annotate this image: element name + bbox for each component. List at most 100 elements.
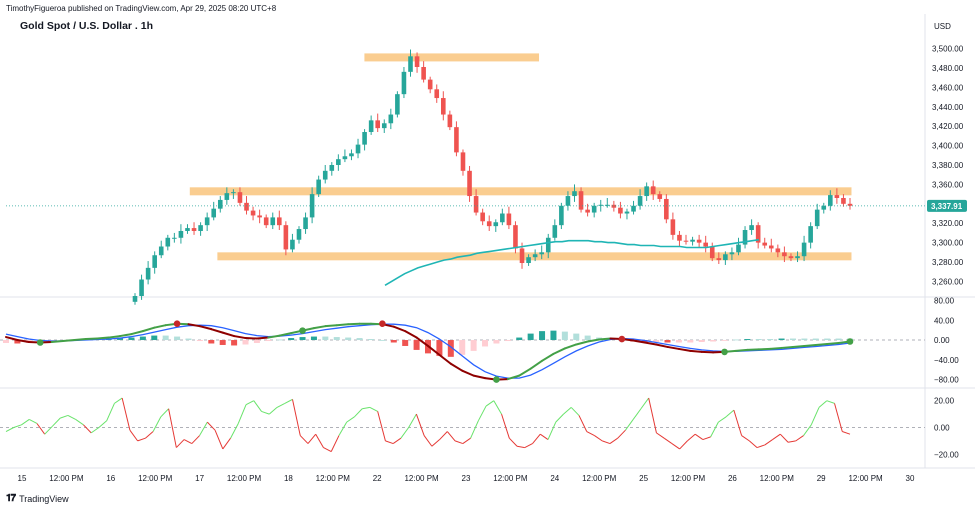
candle-body[interactable] bbox=[723, 254, 728, 261]
candle-body[interactable] bbox=[296, 229, 302, 240]
candle-body[interactable] bbox=[395, 94, 400, 115]
candle-body[interactable] bbox=[847, 203, 853, 206]
candle-body[interactable] bbox=[401, 71, 407, 95]
candle-body[interactable] bbox=[211, 208, 217, 218]
candle-body[interactable] bbox=[145, 267, 151, 280]
candle-body[interactable] bbox=[322, 170, 328, 180]
candle-body[interactable] bbox=[191, 228, 197, 231]
candle-body[interactable] bbox=[604, 204, 610, 206]
candle-body[interactable] bbox=[152, 255, 157, 268]
candle-body[interactable] bbox=[421, 66, 426, 80]
candle-body[interactable] bbox=[624, 211, 630, 214]
candle-body[interactable] bbox=[834, 195, 840, 198]
candle-body[interactable] bbox=[231, 192, 236, 194]
candle-body[interactable] bbox=[460, 152, 466, 171]
candle-body[interactable] bbox=[736, 244, 741, 253]
candle-body[interactable] bbox=[709, 246, 715, 259]
candle-body[interactable] bbox=[768, 245, 774, 249]
candle-body[interactable] bbox=[224, 193, 230, 200]
candle-body[interactable] bbox=[467, 170, 472, 197]
candle-body[interactable] bbox=[434, 89, 440, 99]
candle-body[interactable] bbox=[250, 210, 256, 216]
candle-body[interactable] bbox=[204, 217, 210, 226]
candle-body[interactable] bbox=[368, 120, 374, 133]
candle-body[interactable] bbox=[565, 196, 571, 206]
candle-body[interactable] bbox=[716, 258, 722, 261]
candle-body[interactable] bbox=[814, 209, 820, 227]
footer-brand[interactable]: 𝟏𝟕 TradingView bbox=[6, 493, 69, 504]
candle-body[interactable] bbox=[427, 79, 433, 90]
candle-body[interactable] bbox=[664, 198, 669, 220]
candle-body[interactable] bbox=[454, 127, 459, 153]
candle-body[interactable] bbox=[486, 221, 492, 227]
candle-body[interactable] bbox=[526, 257, 531, 264]
candle-body[interactable] bbox=[172, 237, 177, 239]
candle-body[interactable] bbox=[158, 246, 164, 256]
candle-body[interactable] bbox=[611, 204, 617, 208]
candle-body[interactable] bbox=[362, 132, 367, 145]
candle-body[interactable] bbox=[408, 56, 413, 72]
candle-body[interactable] bbox=[618, 207, 623, 214]
candle-body[interactable] bbox=[591, 205, 597, 213]
candle-body[interactable] bbox=[519, 248, 525, 264]
candle-body[interactable] bbox=[841, 197, 846, 204]
candle-body[interactable] bbox=[500, 213, 505, 223]
candle-body[interactable] bbox=[303, 217, 308, 230]
candle-body[interactable] bbox=[480, 212, 485, 222]
candle-body[interactable] bbox=[703, 242, 708, 247]
candle-body[interactable] bbox=[178, 230, 184, 238]
candle-body[interactable] bbox=[644, 186, 649, 197]
candle-body[interactable] bbox=[165, 237, 171, 247]
candle-body[interactable] bbox=[631, 205, 636, 212]
candle-body[interactable] bbox=[598, 204, 604, 206]
candle-body[interactable] bbox=[572, 191, 577, 197]
candles[interactable] bbox=[132, 49, 853, 305]
candle-body[interactable] bbox=[263, 217, 269, 226]
candle-body[interactable] bbox=[513, 225, 518, 249]
candle-body[interactable] bbox=[237, 192, 243, 203]
candle-body[interactable] bbox=[696, 239, 702, 243]
candle-body[interactable] bbox=[755, 225, 761, 243]
candle-body[interactable] bbox=[742, 230, 748, 245]
candle-body[interactable] bbox=[559, 205, 564, 226]
candle-body[interactable] bbox=[775, 248, 781, 253]
candle-body[interactable] bbox=[473, 196, 479, 213]
candle-body[interactable] bbox=[447, 114, 453, 128]
candle-body[interactable] bbox=[801, 242, 807, 257]
candle-body[interactable] bbox=[683, 240, 689, 242]
candle-body[interactable] bbox=[336, 159, 341, 165]
candle-body[interactable] bbox=[329, 165, 335, 171]
candle-body[interactable] bbox=[388, 114, 394, 124]
candle-body[interactable] bbox=[277, 217, 282, 226]
candle-body[interactable] bbox=[506, 213, 512, 226]
candle-body[interactable] bbox=[828, 195, 833, 206]
candle-body[interactable] bbox=[381, 123, 387, 129]
candle-body[interactable] bbox=[670, 219, 676, 235]
candle-body[interactable] bbox=[749, 225, 754, 231]
candle-body[interactable] bbox=[244, 202, 249, 211]
candle-body[interactable] bbox=[257, 215, 262, 218]
candle-body[interactable] bbox=[414, 56, 420, 67]
candle-body[interactable] bbox=[349, 153, 354, 157]
candle-body[interactable] bbox=[441, 98, 446, 115]
candle-body[interactable] bbox=[355, 144, 361, 154]
candle-body[interactable] bbox=[290, 239, 295, 250]
candle-body[interactable] bbox=[788, 256, 794, 259]
candle-body[interactable] bbox=[316, 179, 321, 195]
candle-body[interactable] bbox=[539, 252, 544, 255]
candle-body[interactable] bbox=[585, 209, 590, 213]
candle-body[interactable] bbox=[657, 194, 663, 199]
candle-body[interactable] bbox=[217, 199, 223, 209]
candle-body[interactable] bbox=[132, 296, 138, 302]
candle-body[interactable] bbox=[729, 252, 735, 255]
candle-body[interactable] bbox=[270, 217, 276, 226]
candle-body[interactable] bbox=[493, 222, 499, 227]
candle-body[interactable] bbox=[762, 242, 768, 246]
candle-body[interactable] bbox=[808, 226, 813, 243]
candle-body[interactable] bbox=[578, 191, 584, 210]
candle-body[interactable] bbox=[690, 239, 695, 242]
candle-body[interactable] bbox=[342, 156, 348, 160]
candle-body[interactable] bbox=[139, 279, 144, 296]
candle-body[interactable] bbox=[650, 186, 656, 195]
